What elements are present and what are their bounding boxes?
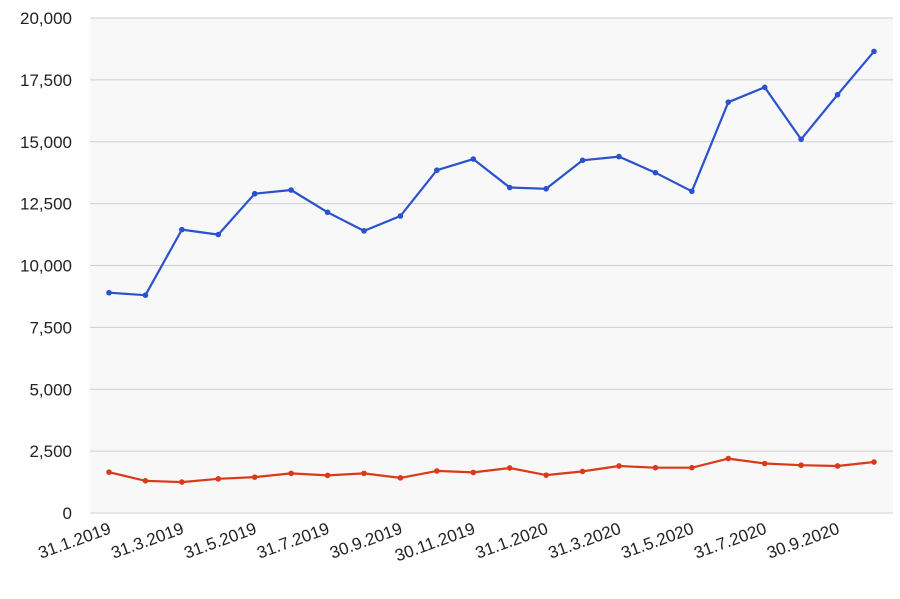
x-tick-label: 30.9.2019 — [327, 519, 405, 563]
x-tick-label: 31.3.2019 — [109, 519, 187, 563]
data-point — [470, 156, 477, 162]
x-tick-label: 31.5.2019 — [182, 519, 260, 563]
y-tick-label: 7,500 — [29, 318, 72, 337]
data-point — [506, 465, 513, 471]
data-point — [652, 464, 659, 471]
y-tick-label: 2,500 — [29, 442, 72, 461]
series-1 — [106, 48, 877, 299]
data-point — [179, 479, 185, 485]
series-lines — [106, 48, 877, 485]
data-point — [725, 99, 732, 105]
data-point — [324, 209, 331, 216]
x-tick-label: 31.7.2020 — [692, 519, 770, 563]
series-2 — [106, 455, 877, 485]
y-tick-label: 5,000 — [29, 380, 72, 399]
data-point — [324, 472, 331, 479]
data-point — [106, 469, 112, 475]
data-point — [761, 460, 768, 467]
y-tick-label: 0 — [63, 504, 72, 523]
data-point — [543, 472, 549, 478]
data-point — [725, 455, 732, 462]
data-point — [215, 476, 222, 482]
data-point — [251, 190, 258, 197]
data-point — [434, 167, 440, 174]
data-point — [543, 185, 549, 192]
data-point — [834, 91, 841, 98]
data-point — [871, 48, 877, 55]
data-point — [251, 474, 258, 480]
x-tick-label: 31.5.2020 — [619, 519, 697, 563]
data-point — [470, 469, 477, 476]
data-point — [652, 169, 659, 176]
y-tick-label: 15,000 — [20, 133, 72, 152]
data-point — [798, 462, 804, 469]
series-line — [107, 457, 876, 484]
data-point — [142, 478, 149, 484]
y-tick-label: 10,000 — [20, 257, 72, 276]
x-tick-label: 30.11.2019 — [392, 519, 477, 566]
data-point — [579, 468, 586, 475]
y-tick-label: 20,000 — [20, 9, 72, 28]
data-point — [798, 136, 804, 143]
data-point — [179, 226, 185, 233]
gridlines — [90, 17, 893, 514]
data-point — [434, 468, 440, 474]
data-point — [142, 292, 149, 299]
data-point — [288, 470, 294, 477]
x-tick-label: 31.1.2019 — [36, 519, 114, 563]
x-tick-label: 31.7.2019 — [254, 519, 332, 563]
data-point — [579, 157, 586, 164]
data-point — [215, 231, 222, 238]
y-axis-tick-labels: 0 2,500 5,000 7,500 10,000 12,500 15,000 17,500… — [20, 9, 72, 523]
x-tick-label: 31.1.2020 — [473, 519, 551, 563]
data-point — [288, 187, 294, 193]
data-point — [106, 289, 112, 296]
data-point — [361, 470, 367, 477]
data-point — [616, 463, 622, 469]
data-point — [689, 188, 695, 195]
data-point — [397, 475, 404, 481]
x-axis-tick-labels: 31.1.201931.3.201931.5.201931.7.201930.9… — [36, 519, 842, 566]
data-point — [361, 228, 367, 234]
data-point — [871, 459, 877, 465]
data-point — [397, 213, 404, 219]
data-point — [834, 463, 841, 469]
data-point — [761, 84, 768, 91]
data-point — [506, 184, 513, 191]
x-tick-label: 30.9.2020 — [764, 519, 842, 563]
x-tick-label: 31.3.2020 — [546, 519, 624, 563]
data-point — [616, 153, 622, 160]
y-tick-label: 12,500 — [20, 195, 72, 214]
y-tick-label: 17,500 — [20, 71, 72, 90]
series-line — [107, 50, 876, 297]
data-point — [689, 464, 695, 471]
